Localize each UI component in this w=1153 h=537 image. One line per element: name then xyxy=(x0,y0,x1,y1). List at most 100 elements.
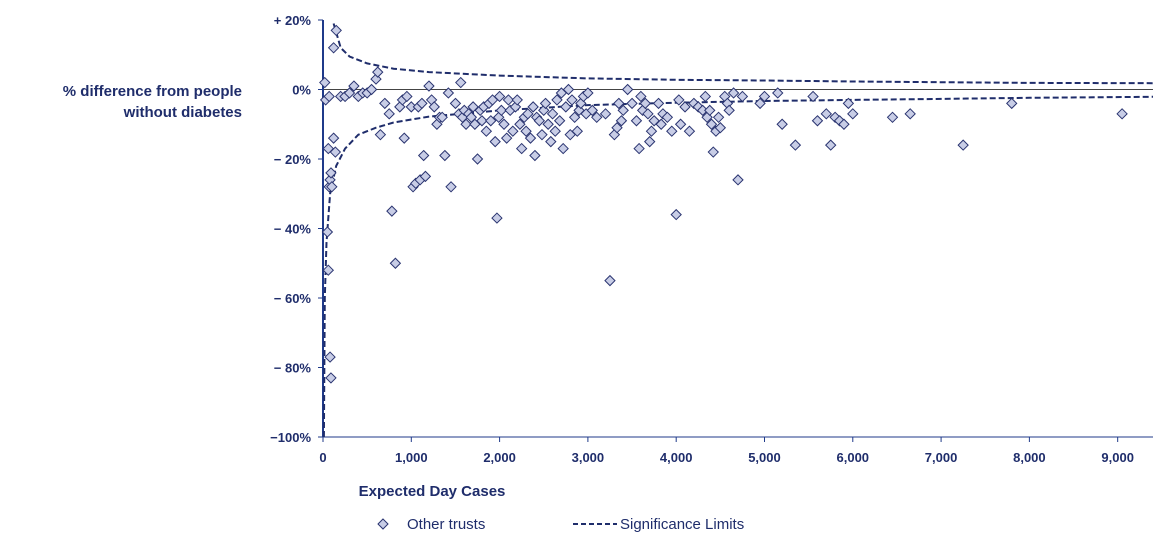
data-point xyxy=(560,101,572,113)
data-point xyxy=(423,80,435,92)
data-point xyxy=(699,90,712,103)
data-point xyxy=(639,97,651,110)
y-tick-label: 0% xyxy=(292,83,311,98)
data-point xyxy=(613,97,625,110)
data-point xyxy=(401,90,413,103)
data-point xyxy=(630,115,643,127)
data-point xyxy=(673,94,685,106)
data-point xyxy=(325,372,337,384)
data-point xyxy=(527,101,539,113)
data-point xyxy=(557,142,569,155)
data-point xyxy=(529,149,541,162)
y-axis-label-line-1: % difference from people xyxy=(63,83,242,100)
data-point xyxy=(455,76,467,89)
data-point xyxy=(811,115,824,127)
data-point xyxy=(833,115,846,127)
plot-area xyxy=(322,20,1153,438)
data-point xyxy=(524,132,537,144)
data-point xyxy=(591,111,603,124)
data-point xyxy=(545,135,557,148)
data-point xyxy=(712,111,725,124)
data-point xyxy=(829,111,841,124)
data-point xyxy=(538,104,550,117)
data-point xyxy=(553,115,566,127)
data-point xyxy=(683,125,696,137)
data-point xyxy=(732,174,744,186)
x-tick-label: 0 xyxy=(319,450,326,465)
y-tick-label: − 80% xyxy=(274,361,312,376)
data-point xyxy=(670,208,682,221)
data-point xyxy=(398,132,410,144)
y-axis-label-line-2: without diabetes xyxy=(123,104,242,121)
data-point xyxy=(389,257,402,269)
data-point xyxy=(772,87,784,99)
data-point xyxy=(491,212,503,224)
data-point xyxy=(319,76,331,89)
data-point xyxy=(666,125,678,137)
y-tick-label: − 60% xyxy=(274,291,312,306)
data-point xyxy=(514,118,526,130)
data-point xyxy=(539,97,552,110)
data-point xyxy=(611,122,623,134)
data-point xyxy=(326,181,338,193)
data-point xyxy=(582,87,594,99)
data-point xyxy=(458,104,470,117)
data-point xyxy=(442,87,455,99)
y-tick-label: − 20% xyxy=(274,152,312,167)
x-tick-label: 9,000 xyxy=(1101,450,1134,465)
data-point xyxy=(633,142,645,155)
data-point xyxy=(515,142,528,155)
data-point xyxy=(604,274,616,287)
data-point xyxy=(428,101,440,113)
data-point xyxy=(372,66,384,78)
data-point xyxy=(645,125,658,137)
data-point xyxy=(825,139,837,151)
data-point xyxy=(480,125,493,137)
data-point xyxy=(635,90,647,103)
data-point xyxy=(511,94,523,106)
data-point xyxy=(489,135,501,148)
axis-ticks: + 20% 0% − 20% − 40% − 60% − 80% −100% 0 1,000 2,… xyxy=(270,13,1134,465)
significance-limit-lower xyxy=(322,95,1153,438)
data-point xyxy=(495,104,508,117)
data-point xyxy=(321,226,334,238)
data-point xyxy=(847,108,859,120)
data-point xyxy=(546,108,559,120)
data-point xyxy=(617,104,629,117)
data-point xyxy=(370,73,382,85)
data-point xyxy=(562,83,575,96)
x-tick-label: 2,000 xyxy=(483,450,516,465)
data-point xyxy=(1006,97,1018,110)
data-point xyxy=(807,90,819,103)
x-tick-label: 1,000 xyxy=(395,450,428,465)
x-axis-label: Expected Day Cases xyxy=(359,483,506,500)
legend: Other trusts Significance Limits xyxy=(377,516,744,533)
significance-limits xyxy=(322,23,1153,438)
data-point xyxy=(701,111,713,124)
data-point xyxy=(343,87,356,99)
data-point xyxy=(957,139,969,151)
data-point xyxy=(652,97,665,110)
data-point xyxy=(551,94,563,106)
data-point xyxy=(820,108,833,120)
data-point xyxy=(838,118,850,130)
data-point xyxy=(642,108,654,120)
data-point xyxy=(327,42,340,54)
data-point xyxy=(586,104,599,117)
data-point xyxy=(754,97,766,110)
data-point xyxy=(549,125,561,137)
data-point xyxy=(705,118,718,130)
data-point xyxy=(507,125,519,137)
data-point xyxy=(445,181,457,193)
data-point xyxy=(704,104,716,117)
data-point xyxy=(776,118,788,130)
data-point xyxy=(842,97,855,110)
x-tick-label: 4,000 xyxy=(660,450,693,465)
x-tick-label: 5,000 xyxy=(748,450,781,465)
data-points xyxy=(319,24,1128,384)
data-point xyxy=(383,108,395,120)
data-point xyxy=(520,125,532,137)
data-point xyxy=(542,118,554,130)
data-point xyxy=(449,97,462,110)
